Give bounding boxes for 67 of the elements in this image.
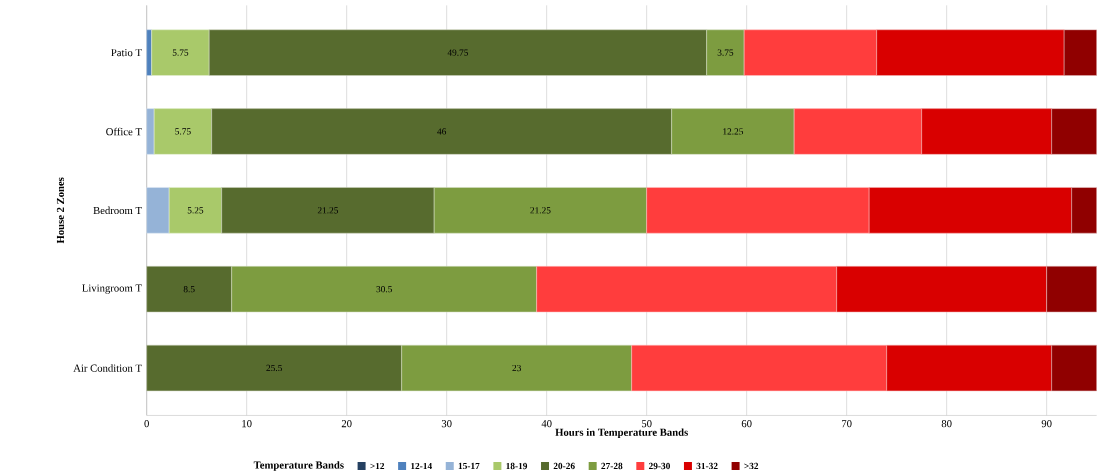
data-label: 25.5 bbox=[266, 364, 282, 372]
legend-label: >12 bbox=[370, 462, 385, 470]
data-label: 21.25 bbox=[530, 207, 551, 214]
x-tick-label: 70 bbox=[842, 420, 852, 428]
x-tick-label: 80 bbox=[941, 420, 952, 428]
bar bbox=[208, 29, 707, 76]
y-tick-label: Office T bbox=[106, 127, 142, 136]
x-axis-title: Hours in Temperature Bands bbox=[555, 428, 688, 439]
bar bbox=[433, 187, 647, 234]
y-axis-title: House 2 Zones bbox=[56, 177, 65, 244]
data-label: 5.25 bbox=[187, 207, 204, 214]
data-label: 8.5 bbox=[183, 286, 195, 293]
bar bbox=[146, 187, 170, 234]
bar bbox=[836, 266, 1047, 313]
x-tick-label: 20 bbox=[341, 420, 352, 428]
bar bbox=[401, 344, 632, 392]
bar bbox=[1051, 344, 1097, 392]
bar bbox=[221, 187, 435, 234]
bar bbox=[168, 187, 222, 234]
x-tick-label: 30 bbox=[441, 420, 452, 428]
bar bbox=[211, 108, 672, 155]
bar bbox=[706, 29, 745, 76]
y-tick-label: Patio T bbox=[111, 49, 142, 57]
legend-label: 29-30 bbox=[648, 462, 670, 470]
legend-title: Temperature Bands bbox=[253, 461, 344, 471]
data-label: 30.5 bbox=[376, 286, 392, 293]
data-label: 49.75 bbox=[447, 49, 469, 56]
bar bbox=[886, 344, 1052, 392]
bar bbox=[743, 29, 877, 76]
bar bbox=[146, 266, 232, 313]
bar bbox=[631, 344, 887, 392]
bar bbox=[536, 266, 837, 313]
bar bbox=[646, 187, 870, 234]
x-tick-label: 10 bbox=[242, 420, 252, 428]
bar bbox=[868, 187, 1072, 234]
data-label: 21.25 bbox=[317, 207, 339, 214]
bar bbox=[146, 344, 402, 392]
bar bbox=[876, 29, 1065, 76]
legend-label: 18-19 bbox=[506, 462, 528, 470]
data-label: 3.75 bbox=[717, 49, 734, 56]
x-tick-label: 50 bbox=[641, 420, 652, 428]
bar bbox=[151, 29, 210, 76]
bar bbox=[153, 108, 212, 155]
data-label: 5.75 bbox=[172, 49, 189, 56]
bar bbox=[146, 108, 155, 155]
bar bbox=[231, 266, 537, 313]
legend-label: 27-28 bbox=[601, 462, 623, 470]
bar bbox=[921, 108, 1052, 155]
bar bbox=[671, 108, 795, 155]
y-tick-label: Livingroom T bbox=[82, 284, 142, 294]
data-label: 46 bbox=[437, 128, 447, 135]
legend-label: 15-17 bbox=[458, 462, 480, 470]
legend-label: 20-26 bbox=[553, 462, 575, 470]
bar bbox=[146, 29, 152, 76]
legend-label: >32 bbox=[744, 462, 759, 470]
x-tick-label: 90 bbox=[1041, 420, 1052, 428]
legend-label: 31-32 bbox=[696, 462, 718, 470]
data-label: 5.75 bbox=[175, 128, 191, 135]
data-label: 12.25 bbox=[723, 128, 744, 135]
x-tick-label: 60 bbox=[741, 420, 752, 428]
data-label: 23 bbox=[512, 364, 521, 372]
x-tick-label: 40 bbox=[541, 420, 552, 428]
legend-label: 12-14 bbox=[411, 462, 432, 470]
bar bbox=[793, 108, 922, 155]
y-tick-label: Air Condition T bbox=[73, 364, 142, 372]
y-tick-label: Bedroom T bbox=[93, 206, 142, 215]
x-tick-label: 0 bbox=[144, 420, 149, 428]
